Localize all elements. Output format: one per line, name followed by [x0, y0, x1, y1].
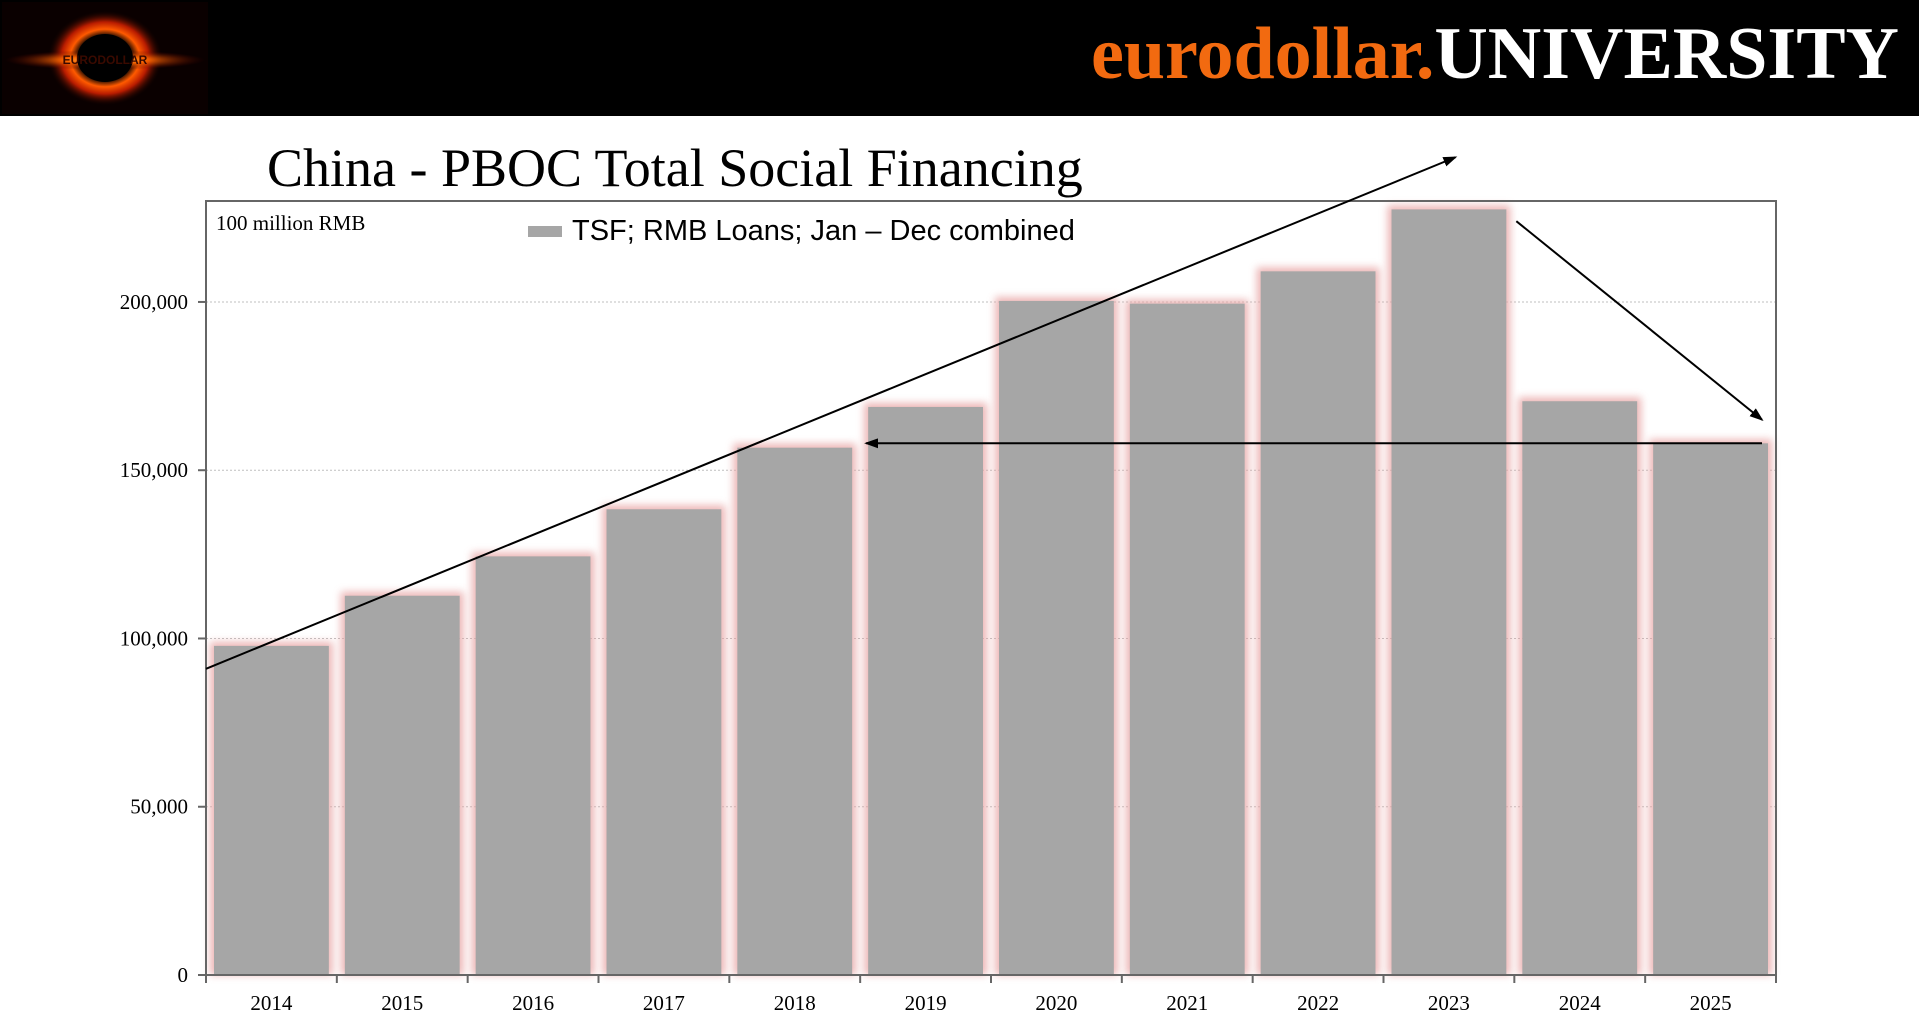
annotation-arrows: [205, 156, 1764, 670]
bar-2014: [214, 645, 329, 975]
x-tick-label: 2025: [1690, 991, 1732, 1015]
bar-2021: [1129, 303, 1245, 975]
x-tick-label: 2024: [1559, 991, 1602, 1015]
bar-2015: [344, 595, 460, 975]
y-tick-label: 0: [178, 963, 189, 987]
brand-university: UNIVERSITY: [1434, 13, 1899, 95]
legend-swatch: [528, 226, 562, 237]
x-tick-label: 2018: [774, 991, 816, 1015]
bar-2025: [1653, 443, 1768, 975]
bar-chart: China - PBOC Total Social Financing 0 50,…: [120, 138, 1777, 1015]
y-tick-label: 100,000: [120, 626, 188, 650]
logo-text: EURODOLLAR: [63, 53, 148, 67]
x-tick-label: 2015: [381, 991, 423, 1015]
y-axis: 0 50,000 100,000 150,000 200,000: [120, 290, 206, 987]
bar-2023: [1391, 209, 1507, 976]
bar-2020: [999, 300, 1114, 975]
bar-2017: [606, 509, 722, 975]
bar-2019: [868, 406, 983, 975]
brand-wordmark: eurodollar.UNIVERSITY: [1091, 8, 1899, 100]
header-bar: EURODOLLAR eurodollar.UNIVERSITY: [0, 0, 1919, 116]
bar-2018: [737, 447, 853, 976]
unit-label: 100 million RMB: [216, 211, 365, 235]
legend: TSF; RMB Loans; Jan – Dec combined: [528, 215, 1075, 247]
bar-2016: [475, 556, 591, 975]
chart-title: China - PBOC Total Social Financing: [267, 138, 1083, 198]
gridlines: [206, 301, 1776, 808]
bars-group: [210, 205, 1772, 976]
bar-2022: [1260, 271, 1376, 976]
x-tick-label: 2020: [1035, 991, 1077, 1015]
y-tick-label: 200,000: [120, 290, 188, 314]
x-tick-label: 2021: [1166, 991, 1208, 1015]
annotation-arrow: [1515, 220, 1764, 421]
y-tick-label: 50,000: [130, 795, 188, 819]
legend-label: TSF; RMB Loans; Jan – Dec combined: [572, 215, 1075, 247]
x-tick-label: 2022: [1297, 991, 1339, 1015]
brand-eurodollar: eurodollar.: [1090, 13, 1435, 95]
y-tick-label: 150,000: [120, 458, 188, 482]
x-tick-label: 2016: [512, 991, 554, 1015]
x-tick-label: 2017: [643, 991, 685, 1015]
x-tick-label: 2019: [905, 991, 947, 1015]
x-tick-label: 2023: [1428, 991, 1470, 1015]
x-tick-label: 2014: [250, 991, 293, 1015]
bar-2024: [1522, 401, 1638, 975]
black-hole-logo-icon: EURODOLLAR: [2, 2, 208, 114]
x-axis: 2014 2015 2016 2017 2018 2019 2020 2021 2022 2023…: [205, 975, 1777, 1015]
annotation-arrow: [205, 156, 1458, 670]
